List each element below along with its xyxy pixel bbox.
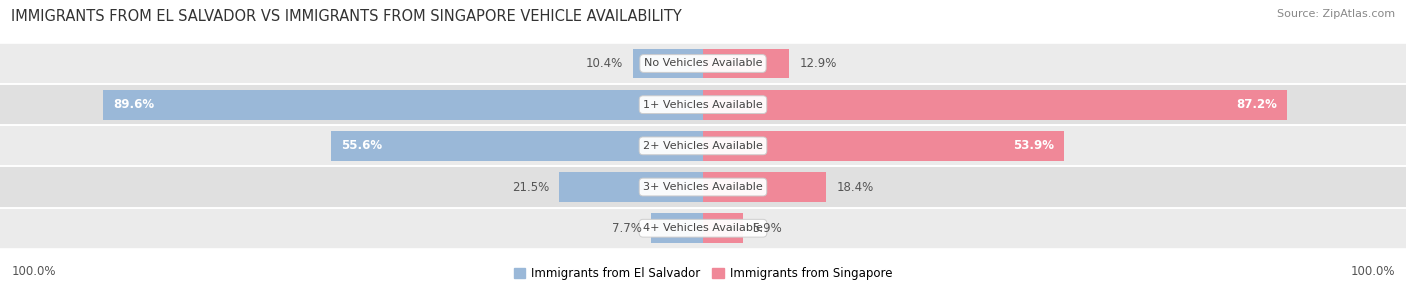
Legend: Immigrants from El Salvador, Immigrants from Singapore: Immigrants from El Salvador, Immigrants … <box>513 267 893 280</box>
Text: IMMIGRANTS FROM EL SALVADOR VS IMMIGRANTS FROM SINGAPORE VEHICLE AVAILABILITY: IMMIGRANTS FROM EL SALVADOR VS IMMIGRANT… <box>11 9 682 23</box>
Text: 89.6%: 89.6% <box>112 98 155 111</box>
Text: 1+ Vehicles Available: 1+ Vehicles Available <box>643 100 763 110</box>
Bar <box>0 208 1406 249</box>
Bar <box>703 49 789 78</box>
Bar <box>703 131 1064 161</box>
Text: 100.0%: 100.0% <box>1350 265 1395 278</box>
Bar <box>0 43 1406 84</box>
Bar <box>703 172 827 202</box>
Text: 4+ Vehicles Available: 4+ Vehicles Available <box>643 223 763 233</box>
Text: No Vehicles Available: No Vehicles Available <box>644 59 762 68</box>
Text: 100.0%: 100.0% <box>11 265 56 278</box>
Text: 3+ Vehicles Available: 3+ Vehicles Available <box>643 182 763 192</box>
Text: 55.6%: 55.6% <box>340 139 382 152</box>
Bar <box>0 125 1406 166</box>
Bar <box>0 166 1406 208</box>
Text: 2+ Vehicles Available: 2+ Vehicles Available <box>643 141 763 151</box>
Bar <box>103 90 703 120</box>
Text: 7.7%: 7.7% <box>612 222 641 235</box>
Text: 21.5%: 21.5% <box>512 180 548 194</box>
Bar <box>0 84 1406 125</box>
Bar <box>560 172 703 202</box>
Bar <box>703 213 742 243</box>
Bar <box>330 131 703 161</box>
Bar <box>633 49 703 78</box>
Text: 18.4%: 18.4% <box>837 180 873 194</box>
Text: 12.9%: 12.9% <box>800 57 837 70</box>
Bar <box>651 213 703 243</box>
Text: 5.9%: 5.9% <box>752 222 782 235</box>
Text: 53.9%: 53.9% <box>1012 139 1054 152</box>
Text: 10.4%: 10.4% <box>586 57 623 70</box>
Text: Source: ZipAtlas.com: Source: ZipAtlas.com <box>1277 9 1395 19</box>
Text: 87.2%: 87.2% <box>1236 98 1277 111</box>
Bar <box>703 90 1286 120</box>
